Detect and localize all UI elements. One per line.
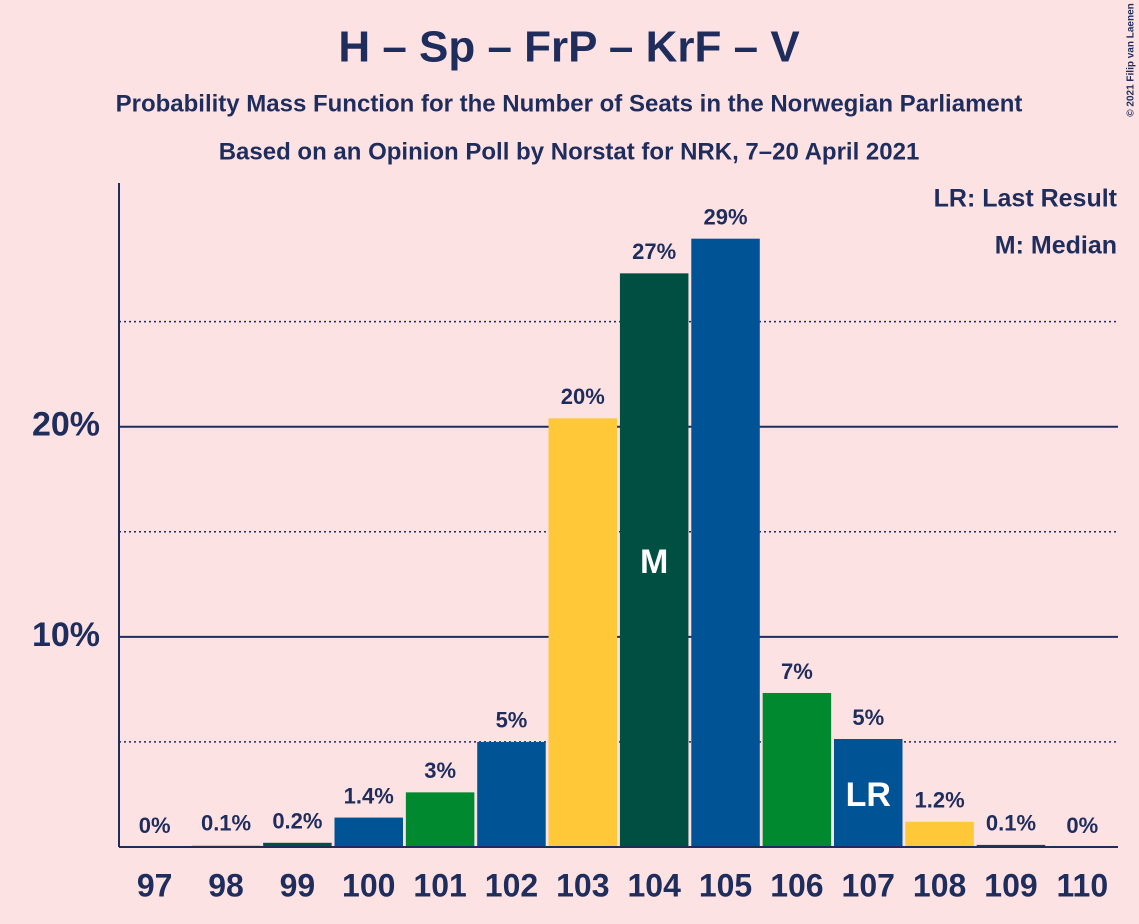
x-tick-label: 102	[485, 867, 538, 903]
x-tick-label: 108	[913, 867, 966, 903]
y-tick-label: 10%	[32, 616, 100, 654]
x-tick-label: 105	[699, 867, 752, 903]
legend-entry: M: Median	[995, 232, 1117, 260]
bar	[762, 692, 832, 847]
bar	[263, 842, 332, 847]
x-tick-label: 106	[770, 867, 823, 903]
value-label: 5%	[496, 708, 528, 733]
bar	[833, 738, 903, 847]
value-label: 0%	[139, 813, 171, 838]
bar	[548, 418, 618, 847]
bar	[405, 792, 475, 847]
bar	[334, 817, 404, 847]
value-label: 0.1%	[201, 811, 251, 836]
x-tick-label: 110	[1057, 867, 1109, 903]
copyright: © 2021 Filip van Laenen	[1126, 3, 1137, 117]
value-label: 3%	[424, 758, 456, 783]
x-tick-label: 99	[280, 867, 316, 903]
value-label: 5%	[852, 705, 884, 730]
x-tick-label: 107	[842, 867, 895, 903]
chart-title: H – Sp – FrP – KrF – V	[338, 23, 800, 72]
chart-subtitle: Probability Mass Function for the Number…	[116, 90, 1023, 117]
x-tick-label: 97	[137, 867, 173, 903]
bar-marker: LR	[846, 776, 891, 814]
bar	[477, 741, 546, 847]
value-label: 0%	[1066, 813, 1098, 838]
bar	[905, 821, 974, 847]
x-tick-label: 109	[984, 867, 1037, 903]
value-label: 0.2%	[272, 809, 322, 834]
bar	[191, 844, 261, 847]
x-tick-label: 98	[208, 867, 244, 903]
x-tick-label: 103	[556, 867, 609, 903]
value-label: 20%	[561, 384, 605, 409]
legend-entry: LR: Last Result	[934, 185, 1118, 213]
x-tick-label: 100	[342, 867, 395, 903]
x-tick-label: 101	[413, 867, 466, 903]
y-tick-label: 20%	[32, 406, 100, 444]
bar	[976, 844, 1046, 847]
value-label: 0.1%	[986, 811, 1036, 836]
chart-subtitle: Based on an Opinion Poll by Norstat for …	[219, 138, 920, 165]
value-label: 1.2%	[915, 788, 965, 813]
bar	[691, 238, 760, 848]
value-label: 27%	[632, 239, 676, 264]
x-tick-label: 104	[627, 867, 681, 903]
bar-marker: M	[640, 543, 668, 581]
value-label: 29%	[704, 204, 748, 229]
value-label: 1.4%	[344, 783, 394, 808]
value-label: 7%	[781, 659, 813, 684]
bar	[619, 273, 689, 847]
